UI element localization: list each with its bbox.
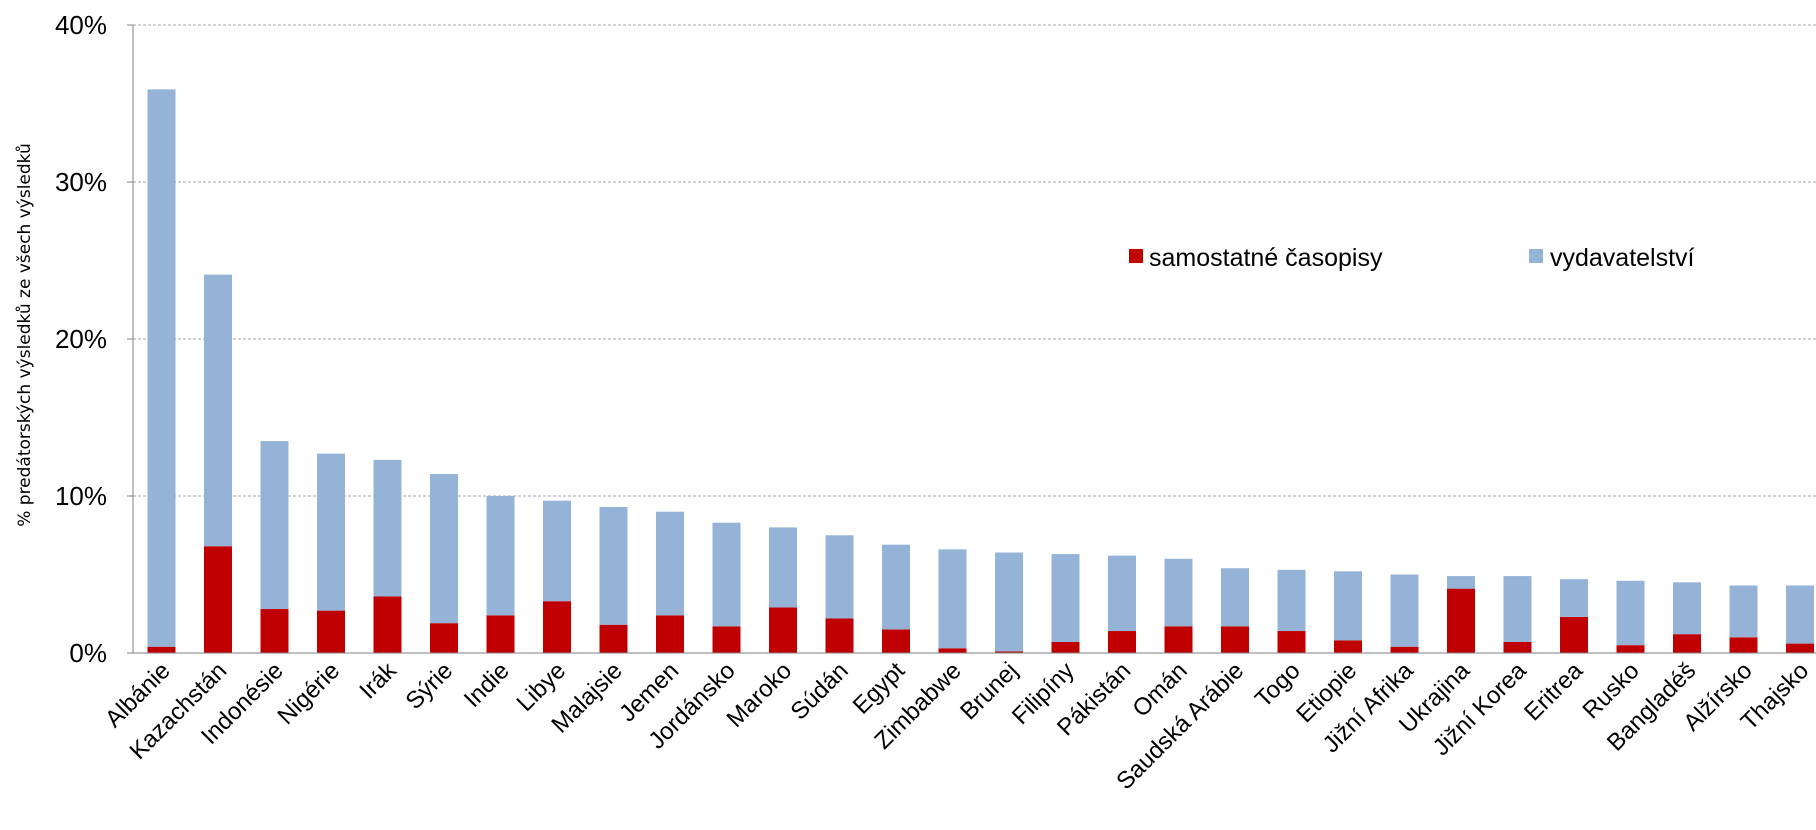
bar-segment-samostatne xyxy=(430,623,458,653)
bar-segment-vydavatelstvi xyxy=(204,274,232,547)
bar-segment-vydavatelstvi xyxy=(430,474,458,624)
bar-segment-vydavatelstvi xyxy=(543,500,571,602)
bar-segment-samostatne xyxy=(1221,626,1249,653)
y-axis-title: % predátorských výsledků ze všech výsled… xyxy=(15,143,35,527)
bar-segment-samostatne xyxy=(882,629,910,653)
bar-segment-vydavatelstvi xyxy=(486,496,515,616)
x-tick-label: Sýrie xyxy=(400,657,458,715)
legend-label-vydavatelstvi: vydavatelství xyxy=(1550,244,1695,272)
bar-segment-samostatne xyxy=(599,624,628,653)
bar-segment-samostatne xyxy=(1108,631,1136,653)
bar-segment-vydavatelstvi xyxy=(599,506,628,625)
bar-segment-vydavatelstvi xyxy=(1729,585,1758,638)
x-tick-label: Eritrea xyxy=(1519,657,1589,727)
bar-segment-samostatne xyxy=(204,546,232,653)
y-tick-label: 20% xyxy=(55,324,107,354)
bar-segment-vydavatelstvi xyxy=(1673,582,1701,635)
bar-segment-samostatne xyxy=(1503,642,1532,653)
bar-segment-samostatne xyxy=(373,596,402,653)
legend-swatch-vydavatelstvi xyxy=(1529,249,1543,263)
y-tick-label: 10% xyxy=(55,481,107,511)
bar-segment-samostatne xyxy=(1616,645,1645,653)
bar-segment-samostatne xyxy=(1560,616,1588,653)
bar-segment-vydavatelstvi xyxy=(1503,576,1532,643)
bar-segment-samostatne xyxy=(543,601,571,653)
bar-segment-vydavatelstvi xyxy=(938,549,967,649)
bar-segment-samostatne xyxy=(825,618,854,653)
legend-swatch-samostatne xyxy=(1129,249,1143,263)
y-tick-label: 30% xyxy=(55,167,107,197)
bar-segment-samostatne xyxy=(1390,646,1419,653)
bar-segment-vydavatelstvi xyxy=(1277,569,1306,632)
gridlines xyxy=(133,24,1816,497)
bar-segment-vydavatelstvi xyxy=(1334,571,1362,641)
bar-segment-samostatne xyxy=(769,607,797,653)
bar-segment-vydavatelstvi xyxy=(882,544,910,630)
bar-segment-samostatne xyxy=(995,651,1023,653)
bar-segment-samostatne xyxy=(938,648,967,653)
bar-segment-vydavatelstvi xyxy=(1560,579,1588,617)
x-tick-label: Nigérie xyxy=(272,657,345,730)
bar-segment-samostatne xyxy=(1164,626,1193,653)
bar-segment-samostatne xyxy=(1051,642,1080,653)
y-tick-label: 0% xyxy=(69,638,107,668)
bar-segment-vydavatelstvi xyxy=(1164,558,1193,627)
bar-segment-samostatne xyxy=(1277,631,1306,653)
bar-segment-vydavatelstvi xyxy=(317,453,345,611)
bar-segment-vydavatelstvi xyxy=(373,459,402,597)
bar-segment-vydavatelstvi xyxy=(995,552,1023,652)
bar-segment-samostatne xyxy=(656,615,684,653)
bar-segment-samostatne xyxy=(1673,634,1701,653)
bar-segment-samostatne xyxy=(317,610,345,653)
bar-segment-vydavatelstvi xyxy=(260,441,289,610)
bar-segment-vydavatelstvi xyxy=(1051,554,1080,643)
bar-segment-vydavatelstvi xyxy=(1786,585,1814,644)
bar-segment-vydavatelstvi xyxy=(1390,574,1419,647)
bar-segment-vydavatelstvi xyxy=(825,535,854,619)
y-tick-label: 40% xyxy=(55,10,107,40)
bar-segment-vydavatelstvi xyxy=(712,522,741,627)
bar-segment-samostatne xyxy=(1334,640,1362,653)
bar-segment-samostatne xyxy=(486,615,515,653)
bar-segment-samostatne xyxy=(147,646,176,653)
y-tick-labels: 0% 10% 20% 30% 40% xyxy=(55,10,133,668)
bar-segment-vydavatelstvi xyxy=(1221,568,1249,627)
bar-segment-vydavatelstvi xyxy=(1616,580,1645,646)
bar-segment-vydavatelstvi xyxy=(1447,576,1475,589)
bar-segment-vydavatelstvi xyxy=(769,527,797,608)
x-tick-label: Indie xyxy=(459,657,515,713)
bar-segment-samostatne xyxy=(1786,643,1814,653)
bars xyxy=(147,89,1814,653)
bar-segment-vydavatelstvi xyxy=(147,89,176,647)
bar-segment-vydavatelstvi xyxy=(656,511,684,616)
legend-label-samostatne: samostatné časopisy xyxy=(1149,244,1383,272)
x-tick-label: Súdán xyxy=(786,657,854,725)
bar-segment-vydavatelstvi xyxy=(1108,555,1136,632)
bar-segment-samostatne xyxy=(1729,637,1758,653)
legend: samostatné časopisy vydavatelství xyxy=(1129,244,1695,272)
x-tick-label: Irák xyxy=(354,656,402,704)
bar-segment-samostatne xyxy=(712,626,741,653)
bar-segment-samostatne xyxy=(1447,588,1475,653)
bar-segment-samostatne xyxy=(260,609,289,653)
